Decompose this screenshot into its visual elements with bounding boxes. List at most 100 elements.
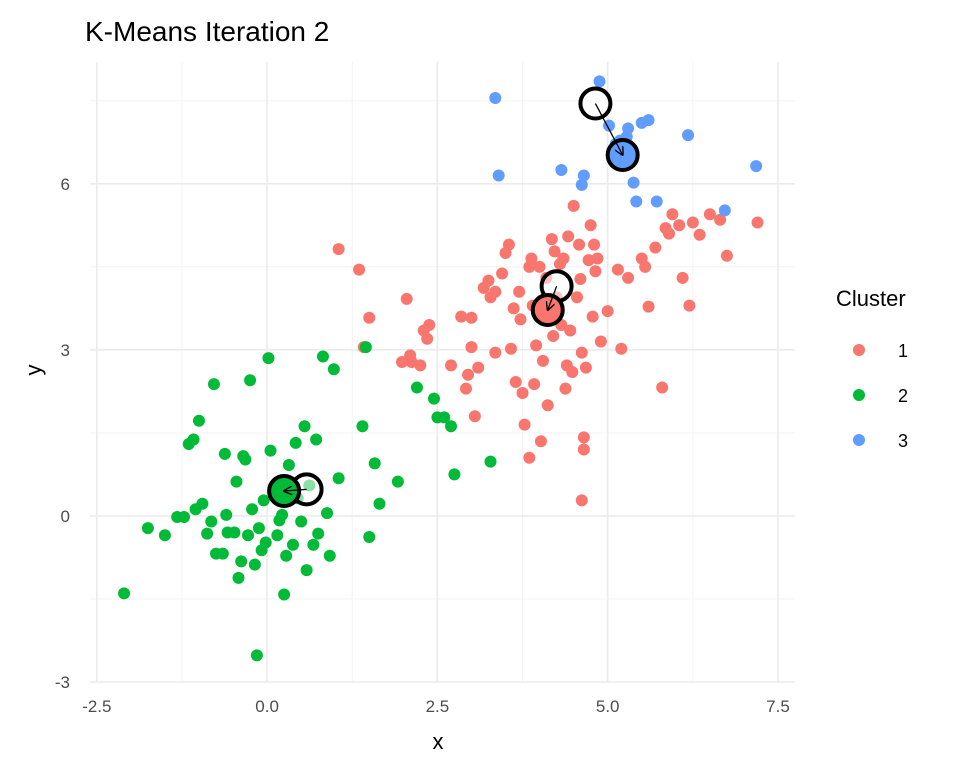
- data-point: [312, 527, 325, 540]
- data-point: [421, 332, 434, 345]
- data-point: [448, 468, 461, 481]
- data-point: [414, 359, 427, 372]
- data-point: [615, 342, 628, 355]
- data-point: [368, 457, 381, 470]
- data-point: [373, 497, 386, 510]
- legend-label-1: 1: [898, 341, 908, 361]
- data-point: [545, 233, 558, 246]
- x-tick-label: 5.0: [596, 697, 620, 716]
- data-point: [118, 587, 131, 600]
- data-point: [492, 169, 505, 182]
- data-point: [622, 271, 635, 284]
- data-point: [207, 378, 220, 391]
- data-point: [642, 300, 655, 313]
- data-point: [489, 346, 502, 359]
- data-point: [230, 475, 243, 488]
- data-point: [622, 122, 635, 135]
- data-point: [639, 260, 652, 273]
- data-point: [547, 330, 560, 343]
- data-point: [573, 238, 586, 251]
- data-point: [289, 436, 302, 449]
- x-axis-title: x: [433, 729, 444, 754]
- centroid-arrow: [594, 103, 622, 155]
- data-point: [686, 216, 699, 229]
- data-point: [252, 522, 265, 535]
- centroid-cluster-1: [530, 269, 574, 327]
- centroid-cluster-2: [267, 472, 324, 509]
- legend-title: Cluster: [836, 286, 906, 311]
- data-point: [630, 195, 643, 208]
- data-point: [509, 375, 522, 388]
- data-point: [566, 366, 579, 378]
- data-point: [514, 313, 527, 326]
- data-point: [460, 382, 472, 395]
- data-point: [295, 515, 308, 528]
- data-point: [239, 453, 252, 466]
- data-point: [673, 219, 686, 232]
- y-axis-title: y: [21, 365, 46, 376]
- data-point: [332, 472, 345, 485]
- data-point: [218, 447, 231, 460]
- data-point: [244, 374, 257, 387]
- data-point: [496, 267, 509, 280]
- data-point: [242, 529, 255, 542]
- data-point: [534, 435, 547, 448]
- data-point: [363, 530, 376, 543]
- data-point: [257, 494, 270, 507]
- data-point: [564, 324, 577, 337]
- series-3: [489, 75, 763, 217]
- data-point: [649, 241, 662, 254]
- data-point: [530, 339, 543, 352]
- data-point: [502, 238, 515, 251]
- y-tick-label: 3: [61, 341, 70, 360]
- data-point: [507, 302, 520, 315]
- data-point: [353, 263, 366, 276]
- data-point: [703, 208, 716, 221]
- x-tick-label: 7.5: [766, 697, 790, 716]
- data-point: [751, 216, 764, 229]
- data-point: [571, 291, 584, 304]
- data-point: [666, 208, 679, 221]
- data-point: [588, 238, 601, 251]
- data-point: [591, 252, 604, 265]
- data-point: [482, 274, 495, 287]
- data-point: [468, 410, 481, 423]
- data-point: [594, 335, 607, 348]
- data-point: [228, 526, 241, 539]
- data-point: [232, 571, 245, 584]
- data-point: [282, 459, 295, 471]
- data-point: [504, 342, 517, 355]
- data-point: [359, 341, 372, 354]
- data-point: [593, 75, 606, 88]
- data-point: [332, 243, 345, 256]
- data-point: [438, 411, 451, 424]
- legend-key-2: [853, 389, 865, 401]
- data-point: [548, 245, 561, 258]
- data-point: [391, 475, 404, 488]
- data-point: [192, 414, 205, 427]
- data-point: [310, 433, 323, 446]
- data-point: [484, 455, 497, 468]
- data-point: [582, 254, 595, 267]
- data-point: [455, 310, 468, 323]
- data-point: [323, 549, 336, 562]
- data-point: [693, 228, 706, 241]
- data-point: [683, 299, 696, 312]
- data-point: [528, 378, 541, 391]
- data-point: [278, 588, 291, 601]
- data-point: [445, 420, 458, 433]
- data-point: [750, 160, 763, 173]
- data-point: [682, 129, 695, 142]
- data-point: [158, 529, 171, 542]
- data-point: [589, 265, 602, 278]
- data-point: [662, 227, 675, 240]
- data-point: [574, 273, 587, 285]
- data-point: [579, 361, 592, 374]
- data-point: [575, 178, 588, 191]
- data-point: [541, 399, 554, 412]
- data-point: [271, 529, 284, 542]
- data-point: [489, 285, 502, 298]
- data-point: [286, 538, 299, 551]
